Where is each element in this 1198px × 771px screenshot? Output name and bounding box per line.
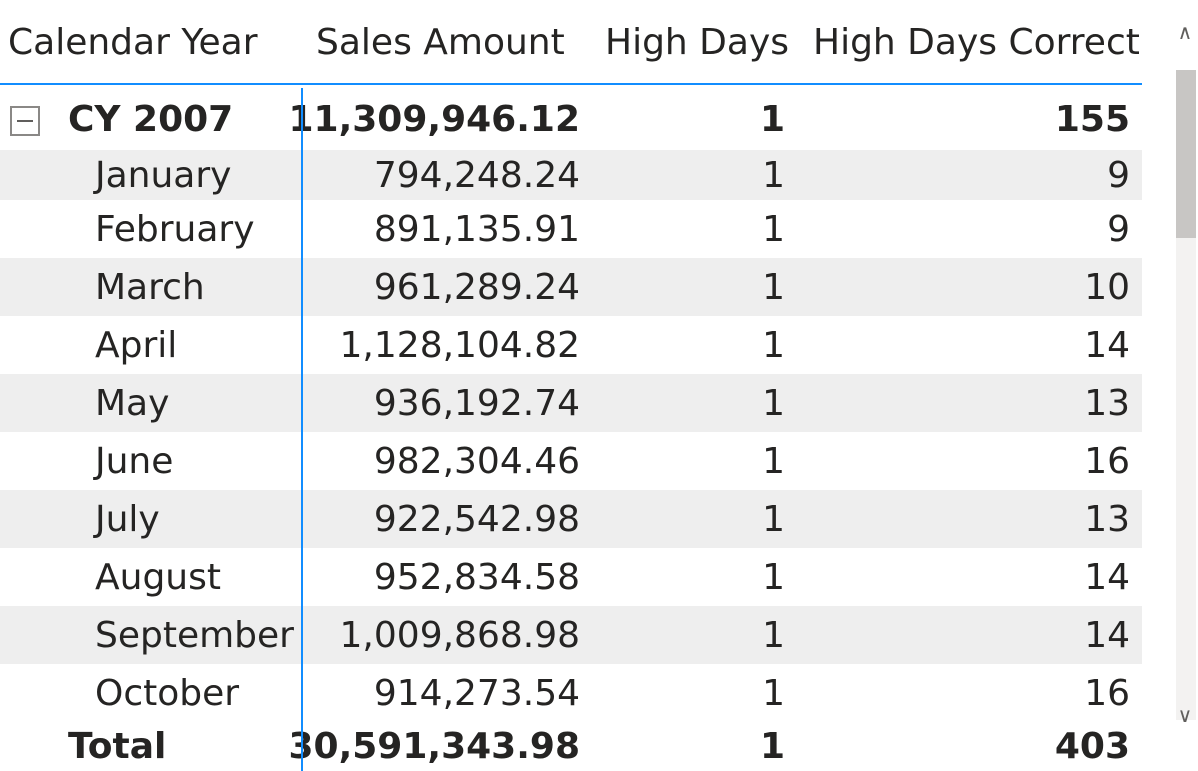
- month-sales: 936,192.74: [373, 382, 580, 424]
- month-label: March: [95, 266, 205, 308]
- column-header-sales-amount[interactable]: Sales Amount: [316, 21, 565, 63]
- year-label: CY 2007: [68, 98, 234, 140]
- year-row: CY 2007 11,309,946.12 1 155: [0, 88, 1142, 150]
- month-high-days-correct: 13: [1084, 498, 1130, 540]
- month-high-days-correct: 9: [1107, 208, 1130, 250]
- month-label: May: [95, 382, 170, 424]
- table-row: August 952,834.58 1 14: [0, 548, 1142, 606]
- month-high-days-correct: 14: [1084, 556, 1130, 598]
- column-header-high-days-correct[interactable]: High Days Correct: [813, 21, 1140, 63]
- month-high-days: 1: [762, 556, 785, 598]
- total-high-days-correct: 403: [1054, 726, 1130, 767]
- table-row: June 982,304.46 1 16: [0, 432, 1142, 490]
- month-label: April: [95, 324, 178, 366]
- month-sales: 794,248.24: [373, 154, 580, 196]
- table-row: April 1,128,104.82 1 14: [0, 316, 1142, 374]
- table-row: May 936,192.74 1 13: [0, 374, 1142, 432]
- row-header-divider: [301, 88, 303, 771]
- month-sales: 891,135.91: [373, 208, 580, 250]
- month-high-days: 1: [762, 614, 785, 656]
- month-high-days: 1: [762, 440, 785, 482]
- scroll-up-icon[interactable]: ∧: [1177, 20, 1193, 44]
- collapse-icon[interactable]: [10, 106, 40, 136]
- month-sales: 914,273.54: [373, 672, 580, 714]
- month-sales: 952,834.58: [373, 556, 580, 598]
- month-high-days: 1: [762, 208, 785, 250]
- year-high-days-correct: 155: [1054, 98, 1130, 140]
- month-high-days-correct: 13: [1084, 382, 1130, 424]
- month-sales: 1,009,868.98: [339, 614, 580, 656]
- year-sales: 11,309,946.12: [288, 98, 580, 140]
- header-divider: [0, 83, 1142, 85]
- table-row: March 961,289.24 1 10: [0, 258, 1142, 316]
- table-row: July 922,542.98 1 13: [0, 490, 1142, 548]
- total-row: Total 30,591,343.98 1 403: [0, 722, 1142, 771]
- month-label: October: [95, 672, 240, 714]
- table-row: January 794,248.24 1 9: [0, 150, 1142, 200]
- month-high-days: 1: [762, 672, 785, 714]
- month-high-days-correct: 16: [1084, 440, 1130, 482]
- month-high-days-correct: 10: [1084, 266, 1130, 308]
- matrix-visual: Calendar Year Sales Amount High Days Hig…: [0, 21, 1142, 771]
- table-row: September 1,009,868.98 1 14: [0, 606, 1142, 664]
- month-high-days-correct: 16: [1084, 672, 1130, 714]
- total-label: Total: [68, 726, 167, 767]
- month-label: June: [95, 440, 174, 482]
- scroll-thumb[interactable]: [1176, 70, 1196, 238]
- month-high-days-correct: 14: [1084, 324, 1130, 366]
- month-label: September: [95, 614, 294, 656]
- month-high-days-correct: 14: [1084, 614, 1130, 656]
- month-high-days-correct: 9: [1107, 154, 1130, 196]
- month-sales: 922,542.98: [373, 498, 580, 540]
- month-label: August: [95, 556, 221, 598]
- column-header-high-days[interactable]: High Days: [605, 21, 790, 63]
- vertical-scrollbar[interactable]: ∧ ∨: [1172, 0, 1198, 771]
- month-high-days: 1: [762, 324, 785, 366]
- table-row: October 914,273.54 1 16: [0, 664, 1142, 722]
- month-sales: 961,289.24: [373, 266, 580, 308]
- month-high-days: 1: [762, 266, 785, 308]
- month-label: July: [95, 498, 160, 540]
- month-high-days: 1: [762, 498, 785, 540]
- total-sales: 30,591,343.98: [288, 726, 580, 767]
- month-sales: 982,304.46: [373, 440, 580, 482]
- scroll-down-icon[interactable]: ∨: [1177, 703, 1193, 727]
- month-high-days: 1: [762, 382, 785, 424]
- month-label: February: [95, 208, 255, 250]
- total-high-days: 1: [759, 726, 785, 767]
- year-high-days: 1: [759, 98, 785, 140]
- month-sales: 1,128,104.82: [339, 324, 580, 366]
- column-header-calendar-year[interactable]: Calendar Year: [8, 21, 258, 63]
- table-row: February 891,135.91 1 9: [0, 200, 1142, 258]
- month-high-days: 1: [762, 154, 785, 196]
- month-label: January: [95, 154, 232, 196]
